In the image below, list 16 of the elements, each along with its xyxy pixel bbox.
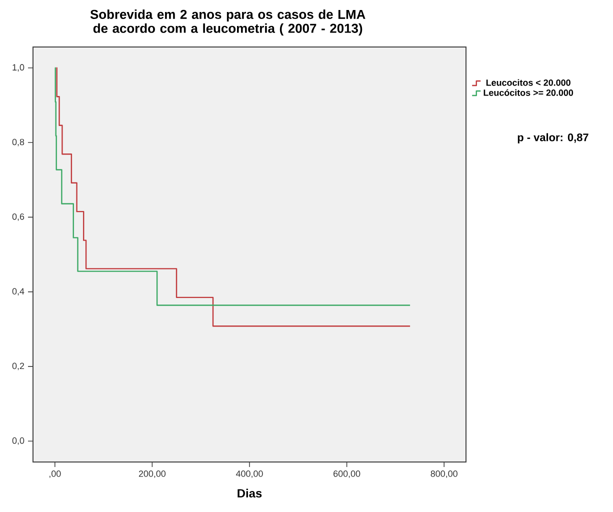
- y-tick-label: 0,2: [12, 362, 24, 370]
- x-tick-label: 600,00: [334, 470, 360, 478]
- y-tick-label: 0,4: [12, 288, 24, 296]
- x-tick-label: 400,00: [236, 470, 263, 478]
- text: p - valor: 0,87: [518, 133, 588, 144]
- y-tick-label: 1,0: [12, 64, 24, 72]
- y-tick-label: 0,6: [12, 213, 24, 221]
- x-tick-label: 800,00: [430, 470, 458, 478]
- chart-title: Sobrevida em 2 anos para os casos de LMA de acordo com a leucometria ( 2007 - 2013): [90, 9, 366, 36]
- y-tick-label: 0,0: [12, 437, 24, 445]
- legend-label: Leucócitos >= 20.000: [484, 89, 574, 96]
- legend-label: Leucocitos < 20.000: [486, 79, 570, 86]
- x-tick-label: ,00: [49, 470, 61, 478]
- y-tick-label: 0,8: [12, 138, 24, 146]
- x-tick-label: 200,00: [138, 470, 166, 478]
- x-axis-title: Dias: [238, 488, 262, 498]
